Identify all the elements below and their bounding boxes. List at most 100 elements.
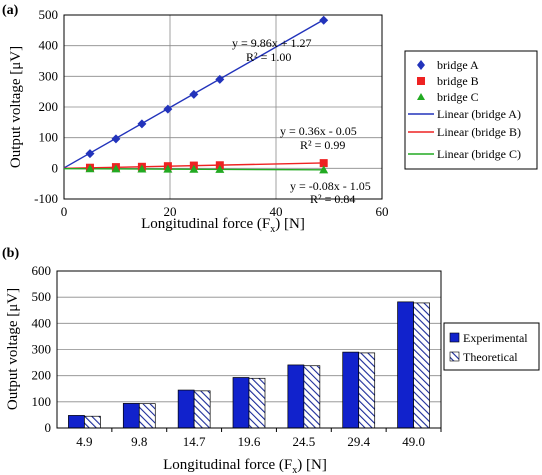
chart-b-plot-frame bbox=[56, 270, 442, 429]
point-bridge-a-5 bbox=[215, 74, 225, 84]
legend-swatch-experimental bbox=[449, 332, 460, 343]
bar-experimental-29-4 bbox=[342, 351, 360, 429]
chart-a-x-tick-0: 0 bbox=[61, 204, 68, 219]
point-bridge-a-6 bbox=[319, 15, 329, 25]
chart-a-x-tick-20: 20 bbox=[164, 204, 177, 219]
point-bridge-c-5 bbox=[215, 164, 225, 173]
chart-b-y-tick-0: 0 bbox=[45, 420, 52, 435]
panel-label-a: (a) bbox=[2, 3, 19, 18]
chart-a-y-tick-0: 0 bbox=[52, 160, 59, 175]
legend-item-bridge-b: bridge B bbox=[417, 74, 479, 88]
point-bridge-c-1 bbox=[111, 164, 121, 173]
chart-a-x-tick-40: 40 bbox=[270, 204, 283, 219]
chart-b-x-tick-labels: 4.9 9.8 14.7 19.6 24.5 29.4 49.0 bbox=[76, 428, 442, 449]
chart-a-plot-frame bbox=[63, 14, 383, 200]
chart-b-x-tick-14-7: 14.7 bbox=[183, 434, 206, 449]
point-bridge-a-2 bbox=[137, 119, 147, 129]
bar-experimental-24-5 bbox=[287, 364, 305, 429]
chart-b-x-tick-24-5: 24.5 bbox=[292, 434, 315, 449]
legend-marker-bridge-a bbox=[417, 60, 425, 70]
chart-b-y-tick-labels: 0 100 200 300 400 500 600 bbox=[32, 263, 52, 435]
chart-b-y-tick-600: 600 bbox=[32, 263, 52, 278]
bar-experimental-4-9 bbox=[68, 415, 85, 429]
annotation-bridge-b-equation: y = 0.36x - 0.05 bbox=[280, 124, 357, 138]
chart-a-y-tick-100: -100 bbox=[34, 191, 58, 206]
legend-marker-bridge-b bbox=[417, 77, 425, 85]
chart-a-x-tick-labels: 0 20 40 60 bbox=[61, 204, 389, 219]
annotation-bridge-b-r2: R² = 0.99 bbox=[300, 138, 345, 152]
bar-theoretical-9-8 bbox=[138, 403, 156, 429]
chart-a-y-tick-500: 500 bbox=[39, 7, 59, 22]
legend-label-linear-bridge-b: Linear (bridge B) bbox=[437, 125, 521, 139]
chart-b: (b) 0 100 200 300 400 500 600 4.9 9.8 14.7 19.6 24… bbox=[2, 246, 540, 475]
point-bridge-c-6 bbox=[319, 165, 329, 174]
bar-experimental-19-6 bbox=[232, 377, 250, 429]
chart-b-x-tick-49-0: 49.0 bbox=[402, 434, 425, 449]
legend-label-theoretical: Theoretical bbox=[463, 350, 518, 364]
chart-a-x-tick-60: 60 bbox=[376, 204, 389, 219]
legend-label-linear-bridge-a: Linear (bridge A) bbox=[437, 107, 521, 121]
chart-b-x-tick-19-6: 19.6 bbox=[238, 434, 261, 449]
point-bridge-c-2 bbox=[137, 164, 147, 173]
bar-experimental-49-0 bbox=[397, 301, 414, 429]
point-bridge-a-0 bbox=[85, 149, 95, 159]
bar-experimental-14-7 bbox=[177, 389, 195, 429]
chart-a-legend: bridge A bridge B bridge C Linear (bridg… bbox=[404, 50, 538, 170]
bar-theoretical-29-4 bbox=[358, 352, 376, 429]
chart-a-y-tick-200: 200 bbox=[39, 99, 59, 114]
chart-b-bars bbox=[68, 301, 430, 429]
bar-theoretical-24-5 bbox=[303, 365, 321, 429]
point-bridge-b-6 bbox=[319, 159, 328, 168]
chart-b-legend-box bbox=[443, 322, 540, 371]
legend-marker-bridge-c bbox=[417, 93, 425, 100]
legend-item-linear-bridge-a: Linear (bridge A) bbox=[408, 107, 521, 121]
annotation-bridge-c-r2: R² = 0.84 bbox=[310, 192, 355, 206]
chart-b-x-axis-label: Longitudinal force (Fx) [N] bbox=[163, 457, 327, 475]
point-bridge-c-4 bbox=[189, 164, 199, 173]
bar-theoretical-49-0 bbox=[413, 302, 430, 429]
legend-item-linear-bridge-b: Linear (bridge B) bbox=[408, 125, 521, 139]
bar-theoretical-4-9 bbox=[84, 415, 101, 429]
annotation-bridge-a-r2: R² = 1.00 bbox=[246, 50, 291, 64]
chart-a-y-tick-100: 100 bbox=[39, 130, 59, 145]
chart-a-y-tick-labels: -100 0 100 200 300 400 500 bbox=[34, 7, 58, 206]
chart-b-y-axis-label: Output voltage [μV] bbox=[5, 288, 21, 410]
chart-b-y-tick-200: 200 bbox=[32, 368, 52, 383]
legend-item-theoretical: Theoretical bbox=[449, 350, 518, 364]
point-bridge-c-0 bbox=[85, 164, 95, 173]
legend-label-linear-bridge-c: Linear (bridge C) bbox=[437, 147, 521, 161]
annotation-bridge-c-equation: y = -0.08x - 1.05 bbox=[290, 179, 371, 193]
point-bridge-a-1 bbox=[111, 134, 121, 144]
panel-label-b: (b) bbox=[2, 246, 19, 261]
legend-label-bridge-c: bridge C bbox=[437, 90, 479, 104]
chart-b-x-tick-29-4: 29.4 bbox=[347, 434, 370, 449]
bar-theoretical-19-6 bbox=[248, 377, 266, 429]
chart-b-gridlines bbox=[57, 296, 441, 403]
legend-label-experimental: Experimental bbox=[463, 331, 528, 345]
point-bridge-c-3 bbox=[163, 164, 173, 173]
chart-a-y-axis-label: Output voltage [μV] bbox=[8, 46, 24, 168]
chart-a-y-tick-400: 400 bbox=[39, 38, 59, 53]
chart-b-y-tick-300: 300 bbox=[32, 342, 52, 357]
legend-item-bridge-c: bridge C bbox=[417, 90, 479, 104]
legend-item-bridge-a: bridge A bbox=[417, 58, 479, 72]
legend-swatch-theoretical bbox=[449, 351, 460, 362]
legend-label-bridge-b: bridge B bbox=[437, 74, 479, 88]
point-bridge-a-3 bbox=[163, 104, 173, 114]
bar-theoretical-14-7 bbox=[193, 390, 211, 429]
legend-item-linear-bridge-c: Linear (bridge C) bbox=[408, 147, 521, 161]
chart-b-y-tick-500: 500 bbox=[32, 289, 52, 304]
chart-a-data-points bbox=[85, 15, 329, 174]
chart-a-legend-box bbox=[404, 50, 538, 170]
chart-a-x-axis-label: Longitudinal force (Fx) [N] bbox=[141, 216, 305, 235]
point-bridge-a-4 bbox=[189, 89, 199, 99]
chart-b-y-tick-100: 100 bbox=[32, 394, 52, 409]
chart-b-legend: Experimental Theoretical bbox=[443, 322, 540, 371]
chart-b-x-tick-4-9: 4.9 bbox=[76, 434, 92, 449]
chart-b-x-tick-9-8: 9.8 bbox=[131, 434, 147, 449]
annotation-bridge-a-equation: y = 9.86x + 1.27 bbox=[232, 36, 312, 50]
bar-experimental-9-8 bbox=[122, 403, 140, 429]
legend-label-bridge-a: bridge A bbox=[437, 58, 479, 72]
